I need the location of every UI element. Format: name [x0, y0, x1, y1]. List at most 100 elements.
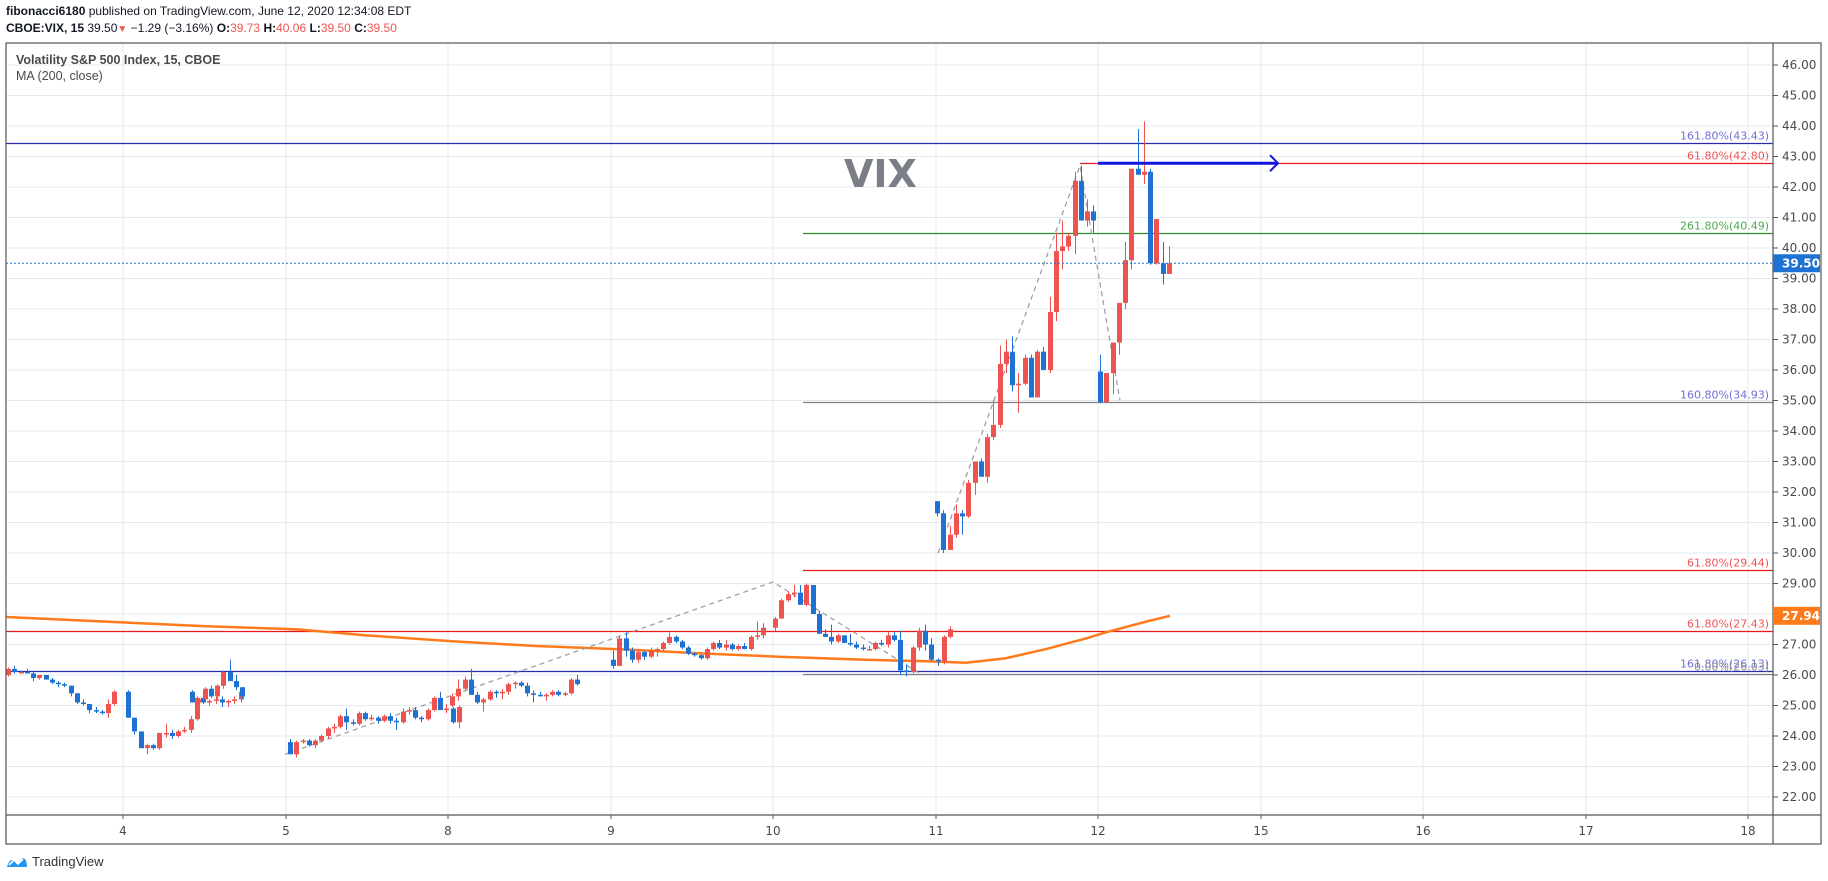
- candle-body[interactable]: [189, 719, 194, 730]
- candle-body[interactable]: [979, 461, 984, 477]
- candle-body[interactable]: [62, 684, 67, 686]
- candle-body[interactable]: [836, 635, 841, 642]
- candle-body[interactable]: [506, 684, 511, 692]
- candle-body[interactable]: [106, 703, 111, 714]
- candle-body[interactable]: [1048, 312, 1053, 370]
- candle-body[interactable]: [923, 630, 928, 645]
- candle-body[interactable]: [301, 740, 306, 743]
- candle-body[interactable]: [569, 679, 574, 694]
- candle-body[interactable]: [37, 675, 42, 679]
- dashed-trend-line[interactable]: [937, 163, 1121, 554]
- candle-body[interactable]: [201, 697, 206, 703]
- candle-body[interactable]: [954, 513, 959, 535]
- candle-body[interactable]: [294, 742, 299, 755]
- candle-body[interactable]: [1098, 371, 1103, 403]
- candle-body[interactable]: [190, 691, 195, 703]
- candle-body[interactable]: [1035, 351, 1040, 398]
- candle-body[interactable]: [220, 699, 225, 703]
- candle-body[interactable]: [319, 736, 324, 741]
- candle-body[interactable]: [126, 691, 131, 718]
- candle-body[interactable]: [1111, 342, 1116, 374]
- fib-levels[interactable]: 161.80%(43.43) 61.80%(42.80) 261.80%(40.49…: [6, 130, 1773, 676]
- candle-body[interactable]: [413, 710, 418, 718]
- candle-body[interactable]: [234, 681, 239, 688]
- candle-body[interactable]: [1117, 302, 1122, 343]
- candle-body[interactable]: [382, 716, 387, 721]
- candle-body[interactable]: [145, 745, 150, 749]
- candle-body[interactable]: [611, 659, 616, 666]
- candle-body[interactable]: [132, 717, 137, 732]
- candle-body[interactable]: [1154, 219, 1159, 264]
- candle-body[interactable]: [941, 513, 946, 550]
- candle-body[interactable]: [1167, 263, 1172, 274]
- candle-body[interactable]: [991, 424, 996, 438]
- candle-body[interactable]: [960, 513, 965, 517]
- candle-body[interactable]: [196, 699, 201, 703]
- candle-body[interactable]: [854, 644, 859, 648]
- candle-body[interactable]: [779, 600, 784, 619]
- candle-body[interactable]: [203, 688, 208, 700]
- candle-body[interactable]: [1129, 168, 1134, 261]
- candle-body[interactable]: [332, 726, 337, 729]
- candle-body[interactable]: [94, 710, 99, 712]
- candle-body[interactable]: [214, 699, 219, 701]
- candle-body[interactable]: [717, 642, 722, 648]
- candle-body[interactable]: [929, 644, 934, 660]
- candle-body[interactable]: [873, 642, 878, 650]
- candle-body[interactable]: [1041, 351, 1046, 370]
- candlestick-series[interactable]: [6, 121, 1172, 758]
- dashed-trend-line[interactable]: [284, 581, 921, 755]
- candle-body[interactable]: [649, 650, 654, 657]
- candle-body[interactable]: [773, 618, 778, 628]
- candle-body[interactable]: [363, 713, 368, 720]
- candle-body[interactable]: [215, 685, 220, 697]
- candle-body[interactable]: [661, 642, 666, 650]
- candle-body[interactable]: [736, 646, 741, 650]
- candle-body[interactable]: [1029, 357, 1034, 398]
- candle-body[interactable]: [157, 732, 162, 749]
- candle-body[interactable]: [898, 639, 903, 671]
- candle-body[interactable]: [457, 707, 462, 723]
- candle-body[interactable]: [550, 691, 555, 695]
- candle-body[interactable]: [804, 585, 809, 605]
- candle-body[interactable]: [50, 679, 55, 683]
- candle-body[interactable]: [100, 711, 105, 714]
- candle-body[interactable]: [195, 697, 200, 720]
- candle-body[interactable]: [228, 671, 233, 682]
- fib-drawing-trendlines[interactable]: [284, 163, 1121, 755]
- candle-body[interactable]: [674, 636, 679, 642]
- chart-axes[interactable]: 46.00 45.00 44.00 43.00 42.00 41.00 40.00 39.00…: [5, 42, 1822, 845]
- candle-body[interactable]: [630, 650, 635, 660]
- candle-body[interactable]: [792, 592, 797, 595]
- candle-body[interactable]: [475, 694, 480, 703]
- candle-body[interactable]: [998, 363, 1003, 425]
- candle-body[interactable]: [1066, 235, 1071, 247]
- candle-body[interactable]: [724, 644, 729, 648]
- candle-body[interactable]: [75, 693, 80, 703]
- candle-body[interactable]: [481, 699, 486, 703]
- candle-body[interactable]: [344, 716, 349, 723]
- candle-body[interactable]: [667, 636, 672, 643]
- candle-body[interactable]: [1010, 351, 1015, 386]
- candle-body[interactable]: [642, 652, 647, 657]
- candle-body[interactable]: [525, 685, 530, 694]
- candle-body[interactable]: [469, 679, 474, 695]
- candle-body[interactable]: [867, 649, 872, 651]
- candle-body[interactable]: [488, 691, 493, 700]
- candle-body[interactable]: [1079, 180, 1084, 221]
- candle-body[interactable]: [861, 647, 866, 650]
- candle-body[interactable]: [221, 671, 226, 686]
- candle-body[interactable]: [240, 687, 245, 697]
- candle-body[interactable]: [942, 636, 947, 662]
- candle-body[interactable]: [917, 630, 922, 648]
- candle-body[interactable]: [209, 688, 214, 697]
- candle-body[interactable]: [935, 501, 940, 514]
- candle-body[interactable]: [376, 717, 381, 721]
- candle-body[interactable]: [6, 668, 11, 675]
- candle-body[interactable]: [892, 635, 897, 640]
- candle-body[interactable]: [1091, 211, 1096, 221]
- candle-body[interactable]: [313, 740, 318, 746]
- candle-body[interactable]: [419, 717, 424, 720]
- candle-body[interactable]: [749, 636, 754, 650]
